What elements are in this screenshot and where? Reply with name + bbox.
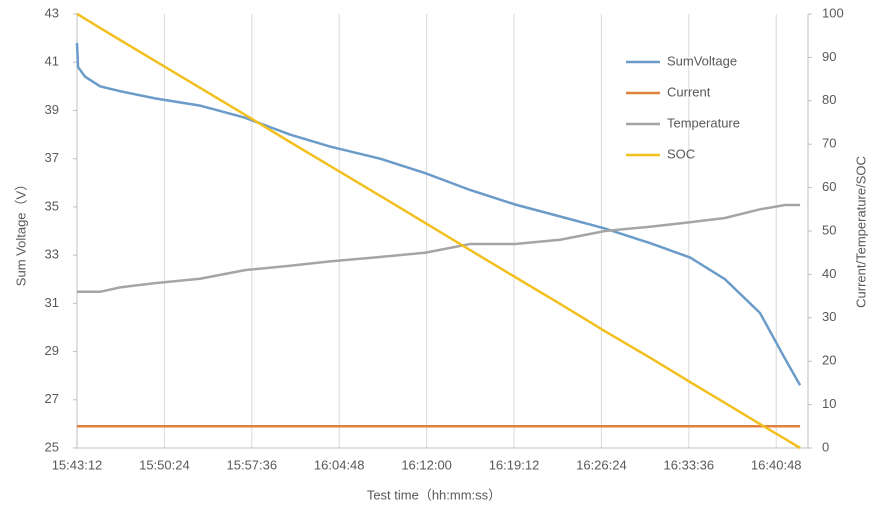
y2-tick-label: 70 bbox=[822, 136, 836, 151]
y-tick-label: 33 bbox=[45, 247, 59, 262]
x-tick-label: 16:19:12 bbox=[489, 457, 540, 472]
y2-tick-label: 90 bbox=[822, 49, 836, 64]
y-axis-title: Sum Voltage（V） bbox=[13, 178, 28, 286]
x-tick-label: 15:43:12 bbox=[52, 457, 103, 472]
y2-tick-label: 50 bbox=[822, 222, 836, 237]
legend-label: SOC bbox=[667, 146, 695, 161]
y2-tick-label: 10 bbox=[822, 396, 836, 411]
legend-label: Current bbox=[667, 84, 711, 99]
x-tick-label: 16:12:00 bbox=[401, 457, 452, 472]
x-tick-label: 15:57:36 bbox=[227, 457, 278, 472]
x-axis-title: Test time（hh:mm:ss） bbox=[367, 487, 501, 502]
y-tick-label: 25 bbox=[45, 439, 59, 454]
y2-tick-label: 80 bbox=[822, 92, 836, 107]
y2-tick-label: 0 bbox=[822, 439, 829, 454]
y-tick-label: 31 bbox=[45, 295, 59, 310]
legend-label: SumVoltage bbox=[667, 53, 737, 68]
x-tick-label: 16:33:36 bbox=[664, 457, 715, 472]
y2-tick-label: 60 bbox=[822, 179, 836, 194]
y2-tick-label: 100 bbox=[822, 5, 844, 20]
y2-axis-title: Current/Temperature/SOC bbox=[853, 156, 868, 308]
y-tick-label: 39 bbox=[45, 102, 59, 117]
series-line bbox=[75, 42, 802, 386]
y-tick-label: 29 bbox=[45, 343, 59, 358]
y-tick-label: 43 bbox=[45, 5, 59, 20]
y2-tick-label: 30 bbox=[822, 309, 836, 324]
y-tick-label: 35 bbox=[45, 198, 59, 213]
series-line bbox=[77, 203, 801, 294]
y2-tick-label: 40 bbox=[822, 266, 836, 281]
x-tick-label: 16:04:48 bbox=[314, 457, 365, 472]
y-tick-label: 27 bbox=[45, 391, 59, 406]
series-line bbox=[76, 12, 801, 450]
x-tick-label: 16:26:24 bbox=[576, 457, 627, 472]
x-tick-label: 16:40:48 bbox=[751, 457, 802, 472]
y-tick-label: 37 bbox=[45, 150, 59, 165]
y2-tick-label: 20 bbox=[822, 353, 836, 368]
y-tick-label: 41 bbox=[45, 54, 59, 69]
x-tick-label: 15:50:24 bbox=[139, 457, 190, 472]
legend-label: Temperature bbox=[667, 115, 740, 130]
